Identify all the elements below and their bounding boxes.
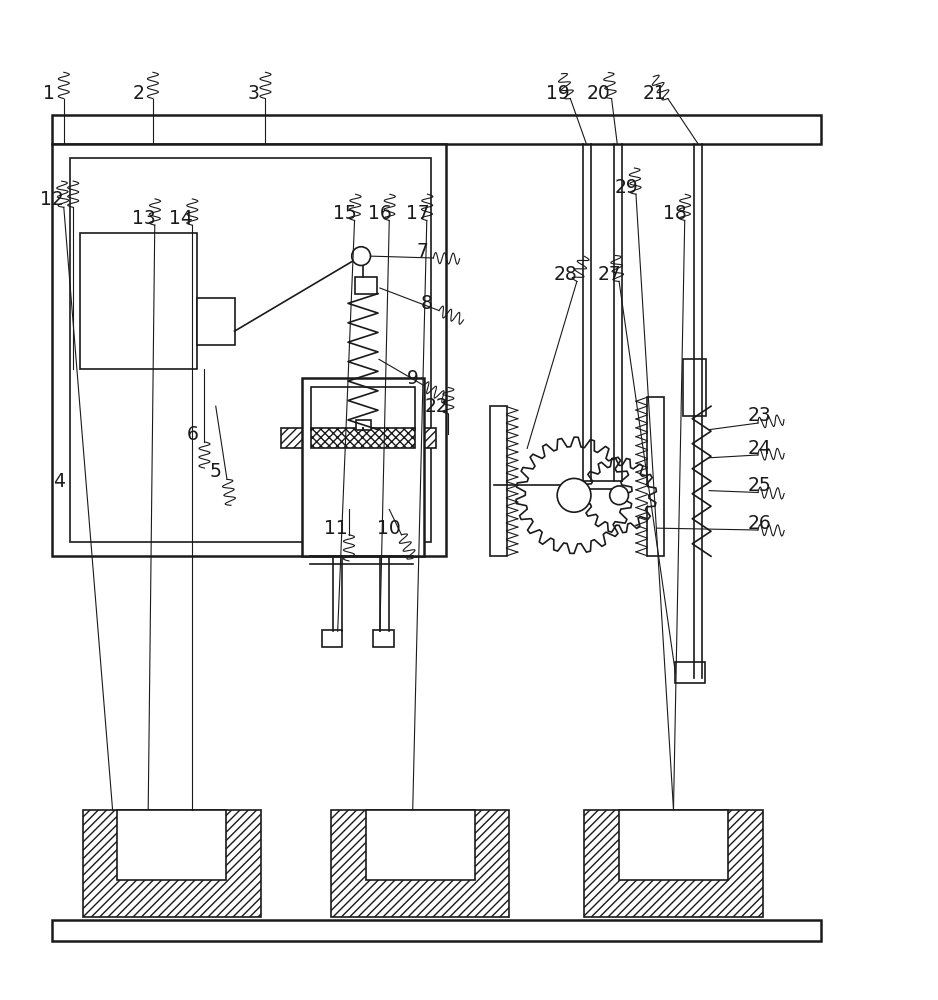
Text: 13: 13 [131,209,156,228]
Text: 10: 10 [377,519,401,538]
Bar [197,298,234,345]
Text: 25: 25 [748,476,772,495]
Bar [311,387,415,430]
Text: 8: 8 [421,294,432,313]
Bar [52,920,821,941]
Bar [281,428,436,448]
Text: 26: 26 [748,514,772,533]
Circle shape [525,447,623,544]
Bar [80,233,197,369]
Text: 19: 19 [546,84,570,103]
Text: 18: 18 [663,204,688,223]
Bar [490,406,507,556]
Text: 16: 16 [368,204,392,223]
Text: 22: 22 [424,397,448,416]
Text: 4: 4 [53,472,65,491]
Bar [52,144,446,556]
Bar [683,359,706,416]
Bar [311,428,415,448]
Bar [117,810,226,880]
Bar [373,630,394,647]
Text: 15: 15 [333,204,357,223]
Text: 21: 21 [643,84,667,103]
Text: 2: 2 [133,84,144,103]
Bar [675,662,705,683]
Text: 28: 28 [553,265,578,284]
Text: 5: 5 [210,462,221,481]
Text: 24: 24 [748,439,772,458]
Bar [83,810,261,917]
Bar [322,630,342,647]
Circle shape [610,486,628,505]
Bar [331,810,509,917]
Bar [355,277,377,294]
Text: 9: 9 [407,369,418,388]
Text: 23: 23 [748,406,772,425]
Text: 1: 1 [43,84,54,103]
Bar [647,397,664,556]
Bar [52,115,821,144]
Circle shape [352,247,371,265]
Bar [366,810,475,880]
Text: 14: 14 [169,209,193,228]
Bar [619,810,728,880]
Bar [302,378,424,556]
Text: 12: 12 [39,190,64,209]
Bar [326,448,403,472]
Text: 29: 29 [614,178,639,197]
Text: 17: 17 [405,204,430,223]
Text: 20: 20 [586,84,611,103]
Text: 11: 11 [324,519,348,538]
Text: 3: 3 [248,84,259,103]
Bar [70,158,431,542]
Text: 6: 6 [187,425,198,444]
Text: 7: 7 [416,242,428,261]
Circle shape [557,478,591,512]
Bar [356,420,371,430]
Circle shape [589,465,649,525]
Text: 27: 27 [598,265,622,284]
Bar [584,810,763,917]
